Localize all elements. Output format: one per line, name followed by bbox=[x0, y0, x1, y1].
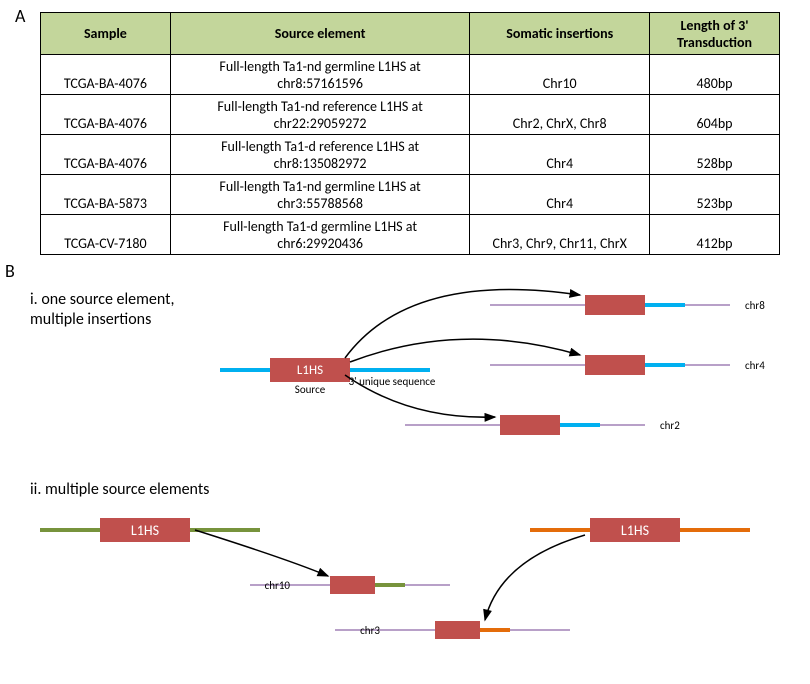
table-cell: Full-length Ta1-nd germline L1HS atchr3:… bbox=[170, 175, 470, 215]
table-cell: TCGA-CV-7180 bbox=[41, 215, 171, 255]
table-row: TCGA-BA-4076Full-length Ta1-d reference … bbox=[41, 135, 780, 175]
diagram-ii-title: ii. multiple source elements bbox=[30, 480, 209, 499]
table-cell: TCGA-BA-4076 bbox=[41, 55, 171, 95]
panel-b-label: B bbox=[5, 260, 15, 282]
table-cell: 412bp bbox=[650, 215, 780, 255]
chr8-label: chr8 bbox=[745, 299, 765, 312]
right-l1hs-label: L1HS bbox=[621, 522, 649, 539]
header-length: Length of 3' Transduction bbox=[650, 13, 780, 55]
table-cell: TCGA-BA-5873 bbox=[41, 175, 171, 215]
header-somatic: Somatic insertions bbox=[470, 13, 650, 55]
table-row: TCGA-BA-4076Full-length Ta1-nd reference… bbox=[41, 95, 780, 135]
table-cell: Chr4 bbox=[470, 175, 650, 215]
header-source: Source element bbox=[170, 13, 470, 55]
chr10-label: chr10 bbox=[265, 579, 291, 592]
table-cell: Full-length Ta1-nd germline L1HS atchr8:… bbox=[170, 55, 470, 95]
table-row: TCGA-CV-7180Full-length Ta1-d germline L… bbox=[41, 215, 780, 255]
table-header-row: Sample Source element Somatic insertions… bbox=[41, 13, 780, 55]
table-cell: 528bp bbox=[650, 135, 780, 175]
source-label: Source bbox=[295, 383, 326, 396]
left-l1hs-label: L1HS bbox=[131, 522, 159, 539]
diagram-area: i. one source element, multiple insertio… bbox=[10, 280, 800, 680]
chr3-label: chr3 bbox=[360, 624, 380, 637]
chr4-label: chr4 bbox=[745, 359, 765, 372]
table-cell: Chr3, Chr9, Chr11, ChrX bbox=[470, 215, 650, 255]
panel-a-label: A bbox=[15, 5, 25, 27]
source-l1hs-label: L1HS bbox=[297, 363, 323, 378]
table-cell: 480bp bbox=[650, 55, 780, 95]
data-table: Sample Source element Somatic insertions… bbox=[40, 12, 780, 255]
table-cell: 604bp bbox=[650, 95, 780, 135]
table-cell: Chr10 bbox=[470, 55, 650, 95]
table-cell: TCGA-BA-4076 bbox=[41, 135, 171, 175]
table-cell: Full-length Ta1-d germline L1HS atchr6:2… bbox=[170, 215, 470, 255]
chr2-label: chr2 bbox=[660, 419, 680, 432]
diagram-i-svg: L1HS Source 3' unique sequence chr8 chr4… bbox=[10, 280, 800, 480]
table-row: TCGA-BA-4076Full-length Ta1-nd germline … bbox=[41, 55, 780, 95]
table-cell: Full-length Ta1-nd reference L1HS atchr2… bbox=[170, 95, 470, 135]
table-cell: Chr2, ChrX, Chr8 bbox=[470, 95, 650, 135]
table-cell: Full-length Ta1-d reference L1HS atchr8:… bbox=[170, 135, 470, 175]
diagram-ii-svg: L1HS L1HS chr10 chr3 bbox=[10, 500, 800, 680]
table-cell: Chr4 bbox=[470, 135, 650, 175]
table-cell: 523bp bbox=[650, 175, 780, 215]
table-cell: TCGA-BA-4076 bbox=[41, 95, 171, 135]
table-row: TCGA-BA-5873Full-length Ta1-nd germline … bbox=[41, 175, 780, 215]
header-sample: Sample bbox=[41, 13, 171, 55]
